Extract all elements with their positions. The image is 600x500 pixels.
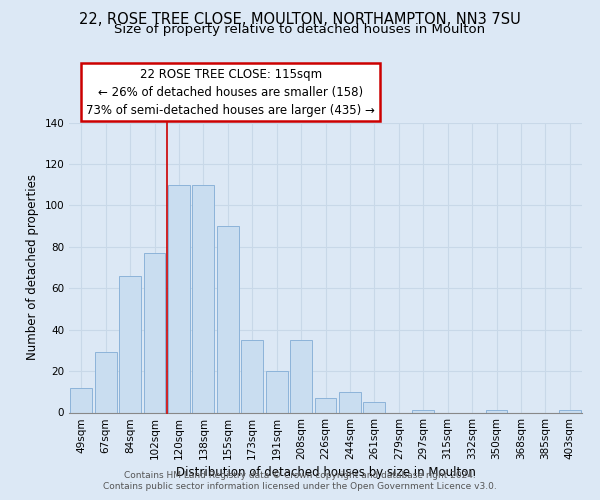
Text: Size of property relative to detached houses in Moulton: Size of property relative to detached ho… xyxy=(115,24,485,36)
Bar xyxy=(217,226,239,412)
Bar xyxy=(339,392,361,412)
Bar xyxy=(266,371,287,412)
Bar xyxy=(314,398,337,412)
Bar xyxy=(143,253,166,412)
Bar xyxy=(119,276,141,412)
Bar xyxy=(193,184,214,412)
Text: Contains public sector information licensed under the Open Government Licence v3: Contains public sector information licen… xyxy=(103,482,497,491)
Bar xyxy=(412,410,434,412)
Bar xyxy=(559,410,581,412)
X-axis label: Distribution of detached houses by size in Moulton: Distribution of detached houses by size … xyxy=(176,466,475,479)
Bar xyxy=(95,352,116,412)
Bar xyxy=(485,410,508,412)
Y-axis label: Number of detached properties: Number of detached properties xyxy=(26,174,39,360)
Bar xyxy=(290,340,312,412)
Bar xyxy=(241,340,263,412)
Text: Contains HM Land Registry data © Crown copyright and database right 2024.: Contains HM Land Registry data © Crown c… xyxy=(124,471,476,480)
Bar xyxy=(168,184,190,412)
Bar xyxy=(364,402,385,412)
Text: 22 ROSE TREE CLOSE: 115sqm
← 26% of detached houses are smaller (158)
73% of sem: 22 ROSE TREE CLOSE: 115sqm ← 26% of deta… xyxy=(86,68,375,116)
Text: 22, ROSE TREE CLOSE, MOULTON, NORTHAMPTON, NN3 7SU: 22, ROSE TREE CLOSE, MOULTON, NORTHAMPTO… xyxy=(79,12,521,28)
Bar xyxy=(70,388,92,412)
